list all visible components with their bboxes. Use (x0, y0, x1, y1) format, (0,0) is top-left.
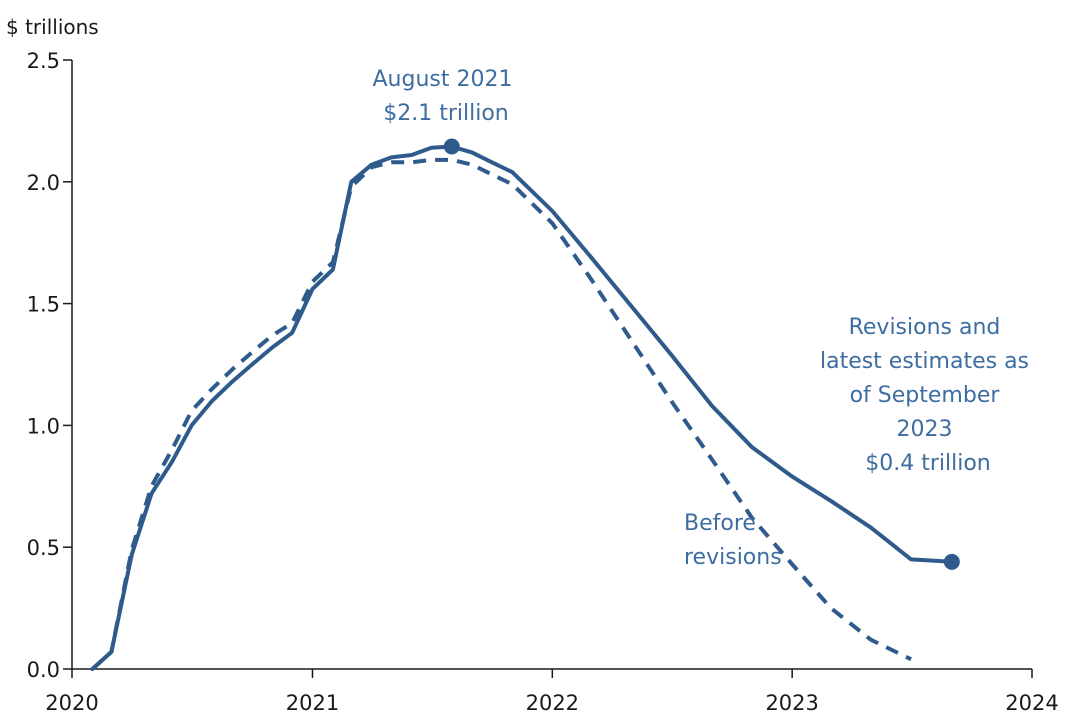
y-tick-label: 0.5 (27, 536, 60, 560)
series-layer (90, 144, 954, 671)
y-tick-label: 1.5 (27, 293, 60, 317)
annotation-latest-line-3: of September (850, 383, 1001, 408)
x-tick-label: 2022 (526, 691, 579, 715)
highlight-points (443, 138, 960, 570)
annotation-before-revisions: Before revisions (684, 511, 782, 570)
axes: 0.0 0.5 1.0 1.5 2.0 2.5 2020 2021 2022 2023 2024 (27, 49, 1059, 715)
latest-point-marker (943, 553, 960, 570)
x-tick-label: 2023 (765, 691, 818, 715)
y-tick-label: 2.5 (27, 49, 60, 73)
x-tick-label: 2024 (1005, 691, 1058, 715)
annotation-before-line-1: Before (684, 511, 756, 536)
annotation-latest-line-2: latest estimates as (820, 349, 1029, 374)
annotation-latest-line-5: $0.4 trillion (865, 451, 991, 476)
x-tick-label: 2021 (286, 691, 339, 715)
annotation-latest-line-1: Revisions and (849, 315, 1001, 340)
series-line-before-revisions (91, 157, 912, 671)
annotation-before-line-2: revisions (684, 545, 782, 570)
annotation-peak-line-2: $2.1 trillion (383, 101, 509, 126)
y-axis-unit-label: $ trillions (6, 15, 99, 39)
y-tick-label: 1.0 (27, 414, 60, 438)
annotation-latest-line-4: 2023 (897, 417, 953, 442)
annotation-peak-line-1: August 2021 (373, 67, 513, 92)
y-tick-label: 0.0 (27, 658, 60, 682)
peak-point-marker (443, 138, 460, 155)
annotation-peak: August 2021 $2.1 trillion (373, 67, 520, 126)
series-line-latest-estimates (90, 144, 954, 671)
annotation-latest: Revisions and latest estimates as of Sep… (820, 315, 1036, 476)
y-tick-label: 2.0 (27, 171, 60, 195)
x-tick-label: 2020 (45, 691, 98, 715)
